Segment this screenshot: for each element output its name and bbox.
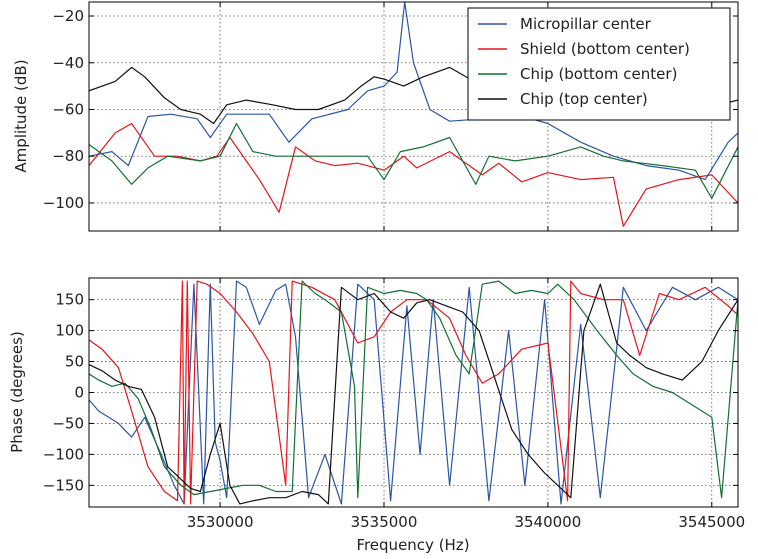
legend-label-shield: Shield (bottom center) — [520, 40, 690, 58]
y-tick-label: −50 — [52, 414, 84, 432]
y-tick-label: 100 — [55, 322, 84, 340]
amplitude-y-label: Amplitude (dB) — [12, 59, 30, 172]
x-tick-label: 3545000 — [678, 513, 745, 531]
phase-panel: 150 100 50 0 −50 −100 −150 3530000 3535000 35400… — [8, 277, 745, 554]
y-tick-label: 150 — [55, 291, 84, 309]
y-tick-label: −80 — [52, 147, 84, 165]
x-axis-label: Frequency (Hz) — [356, 536, 469, 554]
phase-series-micropillar-center — [89, 280, 738, 505]
phase-x-ticks: 3530000 3535000 3540000 3545000 — [187, 278, 745, 531]
legend-label-chip-bottom: Chip (bottom center) — [520, 65, 677, 83]
legend-label-chip-top: Chip (top center) — [520, 90, 648, 108]
x-tick-label: 3535000 — [351, 513, 418, 531]
phase-series-shield-bottom-center — [89, 280, 738, 505]
x-tick-label: 3540000 — [514, 513, 581, 531]
amplitude-y-ticks: −20 −40 −60 −80 −100 — [43, 7, 738, 212]
phase-y-label: Phase (degrees) — [8, 331, 26, 453]
y-tick-label: −100 — [43, 445, 84, 463]
phase-series-chip-bottom-center — [89, 280, 738, 499]
y-tick-label: −150 — [43, 476, 84, 494]
legend-label-micropillar: Micropillar center — [520, 15, 652, 33]
phase-plot-area — [89, 280, 738, 505]
amplitude-series-chip-bottom-center — [89, 122, 738, 199]
legend-box — [467, 7, 731, 121]
legend: Micropillar center Shield (bottom center… — [467, 7, 731, 121]
phase-lines — [89, 280, 738, 505]
y-tick-label: 50 — [65, 353, 84, 371]
amplitude-x-ticks — [219, 2, 713, 231]
x-tick-label: 3530000 — [187, 513, 254, 531]
y-tick-label: −100 — [43, 194, 84, 212]
y-tick-label: −60 — [52, 100, 84, 118]
y-tick-label: −20 — [52, 7, 84, 25]
phase-y-ticks: 150 100 50 0 −50 −100 −150 — [43, 291, 738, 494]
phase-series-chip-top-center — [89, 283, 738, 505]
y-tick-label: 0 — [74, 384, 84, 402]
amplitude-frame — [88, 1, 739, 232]
amplitude-series-micropillar-center — [89, 2, 738, 181]
y-tick-label: −40 — [52, 54, 84, 72]
phase-grid — [89, 278, 738, 507]
amplitude-panel: −20 −40 −60 −80 −100 Amplitude (dB) — [12, 1, 739, 232]
